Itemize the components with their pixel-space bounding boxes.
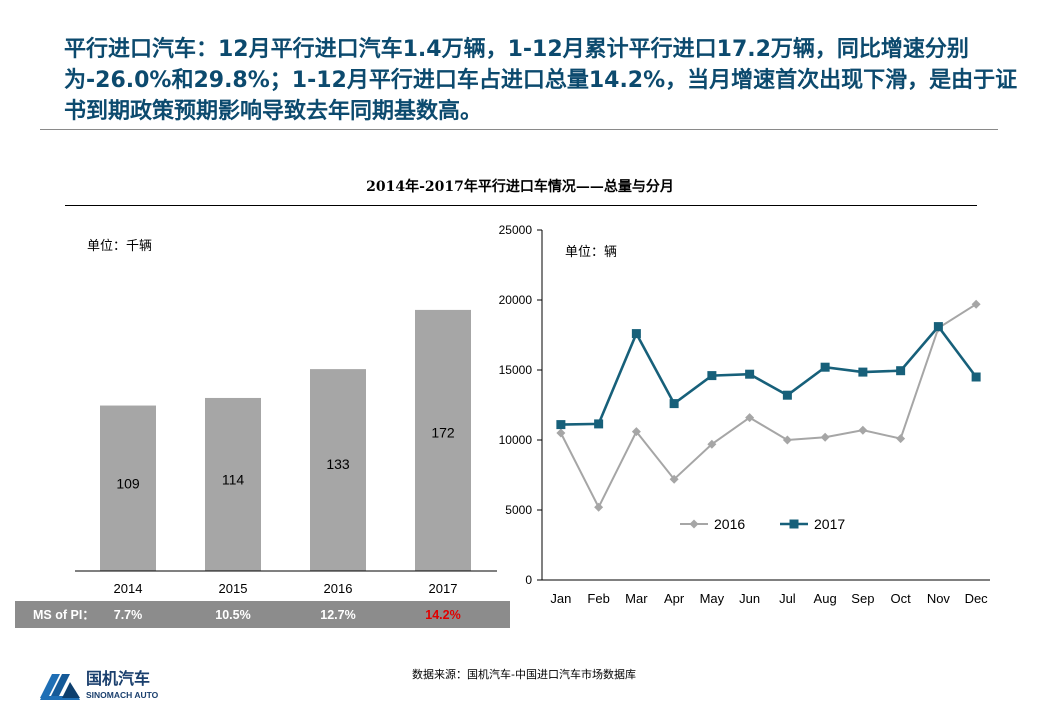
y-tick-label-0: 0 bbox=[525, 573, 532, 587]
bar-2016 bbox=[310, 369, 366, 571]
headline: 平行进口汽车：12月平行进口汽车1.4万辆，1-12月累计平行进口17.2万辆，… bbox=[64, 37, 1018, 124]
ms-row-label: MS of PI： bbox=[33, 608, 95, 622]
point-2017-Oct bbox=[896, 366, 906, 376]
point-2017-Jan bbox=[556, 420, 566, 430]
ms-value-2014: 7.7% bbox=[114, 608, 143, 622]
legend-label-2016: 2016 bbox=[714, 516, 745, 532]
x-tick-label-Aug: Aug bbox=[814, 591, 837, 606]
legend-label-2017: 2017 bbox=[814, 516, 845, 532]
point-2017-Nov bbox=[933, 322, 943, 332]
monthly-volume-line-chart: 0 5000 10000 15000 20000 25000 Jan Feb Mar Apr Ma… bbox=[499, 223, 990, 606]
point-2016-Aug bbox=[820, 432, 830, 442]
line-chart-unit-label: 单位：辆 bbox=[565, 244, 617, 259]
x-tick-label-Feb: Feb bbox=[587, 591, 609, 606]
bar-x-tick-2014: 2014 bbox=[114, 581, 143, 596]
data-source-note: 数据来源：国机汽车-中国进口汽车市场数据库 bbox=[412, 668, 636, 681]
x-tick-label-Sep: Sep bbox=[851, 591, 874, 606]
point-2017-Mar bbox=[631, 329, 641, 339]
point-2017-Jul bbox=[782, 390, 792, 400]
logo-english-name: SINOMACH AUTO bbox=[86, 690, 159, 700]
sinomach-emblem-icon bbox=[40, 674, 80, 700]
x-tick-label-Nov: Nov bbox=[927, 591, 951, 606]
point-2017-Aug bbox=[820, 362, 830, 372]
ms-value-2015: 10.5% bbox=[215, 608, 250, 622]
point-2016-Oct bbox=[896, 434, 906, 444]
legend-marker-2017 bbox=[789, 519, 799, 529]
series-line-2016 bbox=[559, 303, 977, 510]
bar-x-tick-2017: 2017 bbox=[429, 581, 458, 596]
bar-2014 bbox=[100, 405, 156, 571]
x-tick-label-Jan: Jan bbox=[550, 591, 571, 606]
y-tick-label-5000: 5000 bbox=[505, 503, 532, 517]
point-2016-May bbox=[707, 439, 717, 449]
bar-2017 bbox=[415, 309, 471, 571]
ms-row-background bbox=[15, 601, 510, 628]
y-tick-label-25000: 25000 bbox=[499, 223, 533, 237]
x-tick-label-Mar: Mar bbox=[625, 591, 648, 606]
point-2016-Jun bbox=[745, 413, 755, 423]
point-2017-Jun bbox=[745, 369, 755, 379]
bar-2015 bbox=[205, 397, 261, 571]
bar-x-tick-2016: 2016 bbox=[324, 581, 353, 596]
legend-marker-2016 bbox=[689, 519, 699, 529]
point-2016-Apr bbox=[669, 474, 679, 484]
x-tick-label-Oct: Oct bbox=[891, 591, 912, 606]
annual-volume-bar-chart: 单位：千辆 109 114 133 172 2014 2015 2016 2017 MS o… bbox=[15, 238, 510, 628]
series-line-2017 bbox=[560, 324, 978, 426]
bar-chart-unit-label: 单位：千辆 bbox=[87, 238, 152, 253]
y-tick-label-10000: 10000 bbox=[499, 433, 533, 447]
point-2016-Feb bbox=[594, 502, 604, 512]
bar-value-label-2014: 109 bbox=[116, 475, 140, 491]
ms-value-2016: 12.7% bbox=[320, 608, 355, 622]
x-tick-label-Jun: Jun bbox=[739, 591, 760, 606]
logo-chinese-name: 国机汽车 bbox=[86, 669, 150, 688]
point-2016-Dec bbox=[971, 299, 981, 309]
bar-value-label-2015: 114 bbox=[222, 471, 245, 487]
x-tick-label-Apr: Apr bbox=[664, 591, 685, 606]
point-2017-Apr bbox=[669, 399, 679, 409]
ms-value-2017: 14.2% bbox=[425, 608, 460, 622]
x-tick-label-May: May bbox=[700, 591, 725, 606]
point-2017-Sep bbox=[858, 367, 868, 377]
point-2017-Dec bbox=[971, 372, 981, 382]
bar-value-label-2017: 172 bbox=[431, 425, 455, 441]
point-2016-Jan bbox=[556, 428, 566, 438]
y-tick-label-20000: 20000 bbox=[499, 293, 533, 307]
bar-x-tick-2015: 2015 bbox=[219, 581, 248, 596]
point-2016-Mar bbox=[631, 427, 641, 437]
point-2017-May bbox=[707, 371, 717, 381]
x-tick-label-Jul: Jul bbox=[779, 591, 796, 606]
y-tick-label-15000: 15000 bbox=[499, 363, 533, 377]
bar-value-label-2016: 133 bbox=[326, 456, 350, 472]
chart-title-divider bbox=[65, 205, 977, 206]
point-2016-Jul bbox=[782, 435, 792, 445]
sinomach-logo: 国机汽车 SINOMACH AUTO bbox=[40, 669, 159, 700]
chart-section-title: 2014年-2017年平行进口车情况——总量与分月 bbox=[366, 179, 674, 195]
x-tick-label-Dec: Dec bbox=[965, 591, 989, 606]
headline-divider bbox=[40, 129, 998, 130]
point-2017-Feb bbox=[594, 419, 604, 429]
point-2016-Sep bbox=[858, 425, 868, 435]
